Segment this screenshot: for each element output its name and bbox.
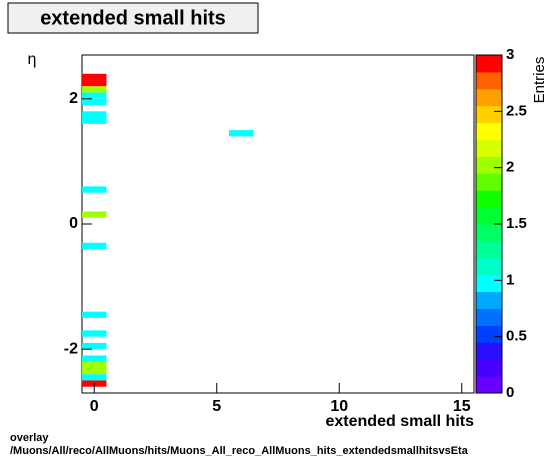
colorbar-segment (476, 207, 502, 225)
colorbar-segment (476, 240, 502, 259)
y-axis-label: η (28, 51, 37, 68)
colorbar-tick-label: 1 (506, 271, 514, 288)
heatmap-cell (82, 186, 107, 193)
heatmap-cell (82, 73, 107, 81)
colorbar-segment (476, 224, 502, 242)
colorbar-segment (476, 88, 502, 107)
heatmap-cell (82, 311, 107, 318)
heatmap-cell (82, 80, 107, 87)
x-axis-label: extended small hits (326, 413, 475, 430)
heatmap-cell (82, 342, 107, 350)
title-box (7, 2, 259, 34)
heatmap-cell (82, 367, 107, 375)
colorbar-label: Entries (531, 57, 546, 104)
colorbar-segment (476, 257, 502, 276)
heatmap-cell (82, 111, 107, 118)
colorbar-segment (476, 308, 502, 326)
footer-text: overlay (10, 432, 49, 444)
heatmap-cell (82, 330, 107, 337)
colorbar-segment (476, 122, 502, 140)
colorbar-segment (476, 376, 502, 394)
colorbar-tick-label: 2 (506, 159, 514, 176)
colorbar-tick-label: 2.5 (506, 102, 527, 119)
colorbar-segment (476, 291, 502, 309)
heatmap-cell (82, 361, 107, 368)
colorbar-segment (476, 71, 502, 90)
chart-title: extended small hits (40, 7, 226, 29)
colorbar-segment (476, 156, 502, 174)
colorbar-segment (476, 173, 502, 191)
heatmap-cell (229, 130, 254, 137)
x-tick-label: 0 (90, 398, 99, 415)
heatmap-cell (82, 86, 107, 93)
y-tick-label: -2 (64, 340, 78, 357)
heatmap-cell (82, 355, 107, 362)
colorbar-segment (476, 359, 502, 377)
heatmap-cell (82, 374, 107, 381)
colorbar-tick-label: 1.5 (506, 215, 527, 232)
heatmap-cell (82, 211, 107, 218)
x-tick-label: 10 (330, 398, 348, 415)
colorbar-tick-label: 3 (506, 46, 514, 63)
heatmap-cell (82, 117, 107, 124)
colorbar-segment (476, 190, 502, 208)
colorbar-segment (476, 105, 502, 124)
colorbar-segment (476, 342, 502, 360)
colorbar-segment (476, 325, 502, 343)
plot-frame (81, 54, 475, 394)
footer-path: /Muons/All/reco/AllMuons/hits/Muons_All_… (10, 445, 469, 457)
x-tick-label: 5 (212, 398, 221, 415)
heatmap-cell (82, 242, 107, 250)
colorbar-segment (476, 274, 502, 293)
heatmap-cell (82, 98, 107, 106)
heatmap-cell (82, 92, 107, 99)
colorbar-segment (476, 139, 502, 157)
colorbar-segment (476, 55, 502, 73)
y-tick-label: 0 (69, 215, 78, 232)
y-tick-label: 2 (69, 90, 78, 107)
x-tick-label: 15 (453, 398, 471, 415)
colorbar-tick-label: 0 (506, 384, 514, 401)
colorbar-tick-label: 0.5 (506, 328, 527, 345)
